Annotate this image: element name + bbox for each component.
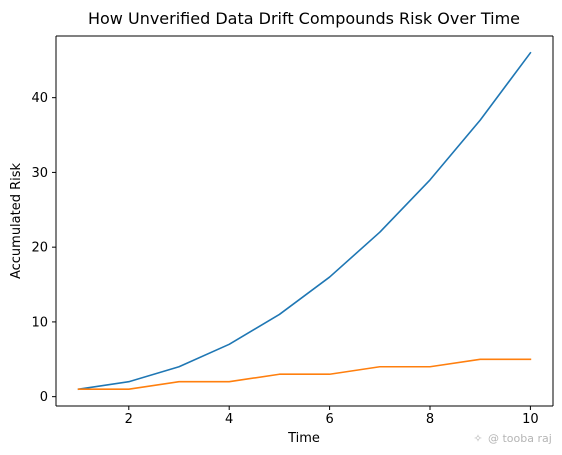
series-line-1 [77,51,532,391]
y-tick-label-20: 20 [31,241,48,256]
y-tick-label-30: 30 [31,166,48,181]
y-tick-label-10: 10 [31,315,48,330]
sparkle-icon: ✧ [473,432,482,445]
x-tick-label-6: 6 [325,412,333,427]
y-tick-label-0: 0 [40,390,48,405]
y-axis-ticks: 0 10 20 30 40 [31,91,56,405]
plot-area [56,36,553,406]
series-group [77,51,532,391]
y-axis-label: Accumulated Risk [9,162,24,279]
x-tick-label-4: 4 [225,412,233,427]
x-tick-label-2: 2 [125,412,133,427]
x-tick-label-8: 8 [426,412,434,427]
series-line-2 [77,358,532,390]
x-tick-label-10: 10 [522,412,539,427]
x-axis-ticks: 2 4 6 8 10 [125,406,539,427]
y-tick-label-40: 40 [31,91,48,106]
watermark: ✧ @ tooba raj [473,432,551,445]
x-axis-label: Time [287,431,320,446]
watermark-text: @ tooba raj [488,432,552,445]
chart-title: How Unverified Data Drift Compounds Risk… [88,9,520,28]
